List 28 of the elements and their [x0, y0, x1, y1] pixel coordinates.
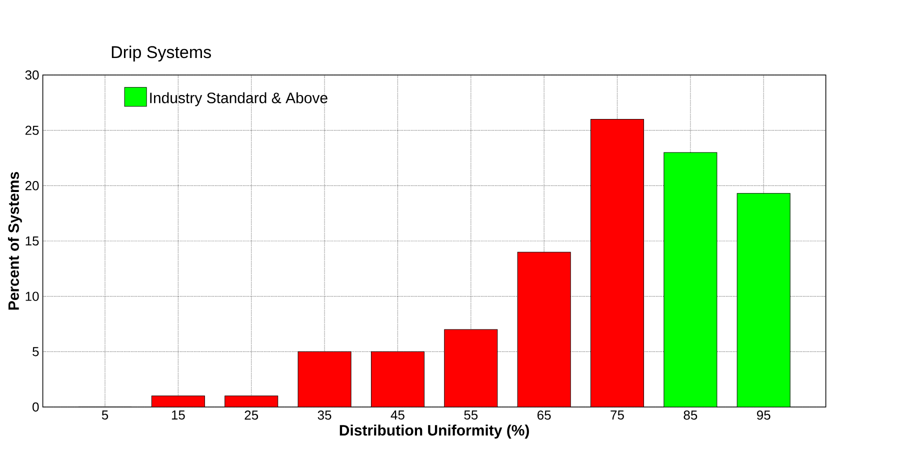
- y-tick-label: 20: [25, 181, 39, 190]
- x-tick-label: 55: [464, 410, 478, 420]
- x-tick-label: 75: [610, 410, 624, 420]
- y-tick-label: 5: [32, 347, 39, 356]
- y-tick-label: 30: [25, 70, 39, 80]
- chart-title: Drip Systems: [112, 46, 211, 62]
- y-axis-title: Percent of Systems: [8, 172, 22, 310]
- x-tick-label: 25: [244, 410, 258, 420]
- y-tick-label: 10: [26, 292, 39, 301]
- bar: [590, 119, 644, 407]
- x-tick-label: 65: [538, 410, 551, 420]
- y-tick-label: 15: [26, 236, 39, 246]
- x-tick-label: 85: [684, 410, 698, 420]
- bar: [152, 396, 205, 407]
- x-axis-title: Distribution Uniformity (%): [340, 424, 529, 439]
- y-tick-label: 25: [25, 126, 39, 135]
- legend-label: Industry Standard & Above: [150, 92, 328, 106]
- bar: [444, 330, 498, 407]
- bar: [518, 252, 571, 407]
- y-tick-label: 0: [32, 402, 39, 412]
- x-tick-label: 15: [172, 410, 185, 420]
- x-tick-label: 45: [390, 410, 404, 420]
- bar: [371, 352, 424, 407]
- x-tick-label: 5: [102, 410, 108, 420]
- x-tick-label: 95: [756, 410, 770, 420]
- bar: [298, 352, 352, 407]
- bar: [224, 396, 278, 407]
- x-tick-label: 35: [318, 410, 332, 420]
